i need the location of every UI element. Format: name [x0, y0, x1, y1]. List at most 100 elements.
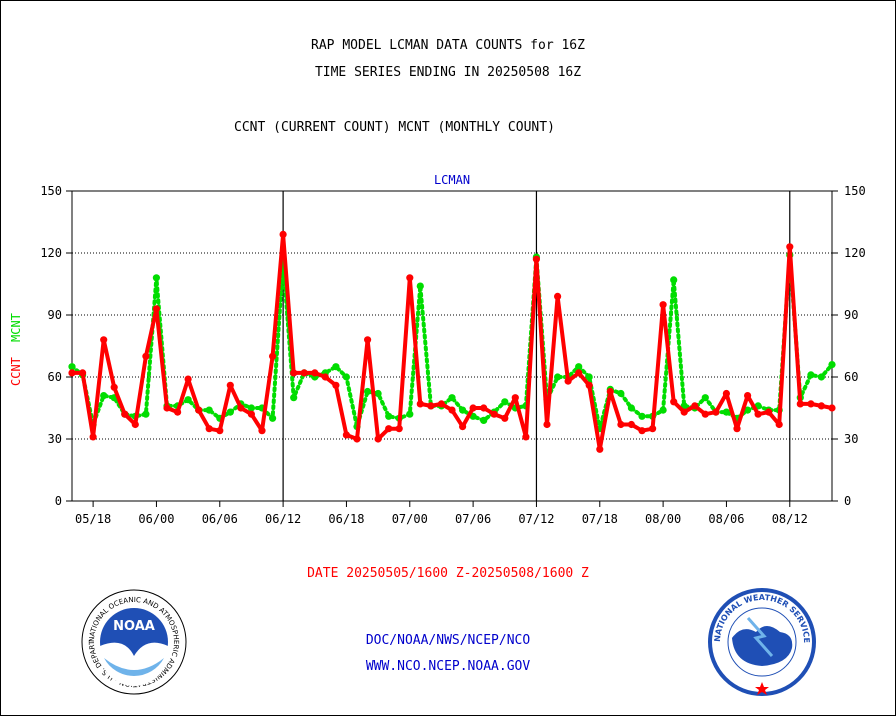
ccnt-point — [300, 369, 308, 377]
date-range-label: DATE 20250505/1600 Z-20250508/1600 Z — [307, 566, 589, 581]
ccnt-point — [522, 433, 530, 441]
ccnt-point — [744, 392, 752, 400]
mcnt-point — [269, 414, 277, 422]
y-tick-label-right: 150 — [844, 184, 866, 198]
x-tick-label: 06/12 — [265, 512, 301, 526]
ccnt-point — [691, 402, 699, 410]
mcnt-point — [100, 392, 108, 400]
mcnt-point — [722, 408, 731, 416]
chart-title-line2: TIME SERIES ENDING IN 20250508 16Z — [314, 65, 582, 80]
ccnt-point — [490, 410, 498, 418]
ccnt-point — [796, 400, 804, 408]
ccnt-point — [269, 352, 277, 360]
mcnt-point — [184, 396, 192, 404]
series-ccnt — [68, 230, 836, 453]
mcnt-point — [205, 406, 213, 414]
ccnt-point — [437, 400, 445, 408]
y-tick-label-left: 0 — [55, 494, 62, 508]
ccnt-point — [416, 400, 424, 408]
mcnt-point — [406, 410, 414, 418]
mcnt-point — [585, 373, 593, 381]
ccnt-point — [659, 301, 667, 309]
ccnt-point — [184, 375, 192, 383]
ccnt-point — [205, 425, 213, 433]
ccnt-point — [670, 398, 678, 406]
y-label-ccnt: CCNT — [9, 357, 23, 386]
ccnt-point — [79, 369, 87, 377]
y-tick-label-right: 120 — [844, 246, 866, 260]
ccnt-point — [395, 425, 403, 433]
ccnt-point — [754, 410, 762, 418]
mcnt-point — [501, 398, 509, 406]
ccnt-point — [311, 369, 319, 377]
ccnt-point — [332, 381, 340, 389]
mcnt-point — [385, 412, 393, 420]
ccnt-point — [89, 433, 97, 441]
ccnt-point — [564, 377, 572, 385]
ccnt-point — [480, 404, 488, 412]
nws-logo: NATIONAL WEATHER SERVICE — [708, 588, 816, 696]
ccnt-point — [807, 400, 815, 408]
chart-title-line1: RAP MODEL LCMAN DATA COUNTS for 16Z — [311, 38, 585, 53]
mcnt-point — [374, 389, 382, 398]
ccnt-point — [279, 230, 287, 238]
mcnt-point — [448, 394, 456, 402]
y-tick-label-left: 90 — [48, 308, 62, 322]
noaa-logo-text: NOAA — [113, 619, 155, 634]
ccnt-point — [828, 404, 836, 412]
y-axis-right: 0 30 60 90 120 150 — [832, 184, 866, 508]
mcnt-point — [416, 282, 424, 290]
x-tick-label: 07/00 — [392, 512, 428, 526]
ccnt-point — [733, 425, 741, 433]
ccnt-point — [290, 369, 298, 377]
mcnt-point — [554, 373, 562, 381]
mcnt-point — [670, 276, 678, 284]
x-tick-label: 06/18 — [328, 512, 364, 526]
x-axis: 05/18 06/00 06/06 06/12 06/18 07/00 07/06 07/12… — [75, 501, 808, 526]
plot-area — [71, 190, 833, 502]
ccnt-point — [100, 336, 108, 344]
ccnt-point — [174, 408, 182, 416]
mcnt-point — [744, 406, 752, 414]
mcnt-point — [152, 274, 160, 282]
ccnt-point — [585, 381, 593, 389]
ccnt-point — [617, 420, 625, 429]
y-tick-label-left: 60 — [48, 370, 62, 384]
ccnt-point — [131, 420, 139, 429]
mcnt-point — [828, 361, 836, 369]
mcnt-point — [659, 406, 667, 414]
gridlines — [72, 252, 832, 440]
ccnt-point — [353, 435, 361, 443]
ccnt-point — [121, 410, 129, 418]
ccnt-point — [712, 408, 720, 416]
ccnt-point — [258, 427, 266, 435]
x-tick-label: 08/00 — [645, 512, 681, 526]
mcnt-point — [575, 363, 583, 371]
ccnt-point — [364, 336, 372, 344]
ccnt-point — [195, 406, 203, 414]
ccnt-point — [775, 420, 783, 429]
ccnt-point — [627, 420, 636, 429]
y-axis-left: 0 30 60 90 120 150 — [40, 184, 72, 508]
ccnt-point — [722, 389, 731, 398]
y-tick-label-right: 30 — [844, 432, 858, 446]
mcnt-point — [807, 371, 815, 379]
y-tick-label-left: 150 — [40, 184, 62, 198]
ccnt-point — [247, 410, 255, 418]
mcnt-point — [364, 387, 372, 396]
x-tick-label: 07/18 — [582, 512, 618, 526]
ccnt-point — [342, 431, 350, 439]
ccnt-line — [72, 232, 833, 452]
ccnt-point — [786, 243, 794, 251]
noaa-logo: NATIONAL OCEANIC AND ATMOSPHERIC ADMINIS… — [81, 589, 187, 695]
y-tick-label-left: 30 — [48, 432, 62, 446]
mcnt-point — [817, 373, 826, 381]
mcnt-point — [290, 394, 298, 402]
chart-subtitle: CCNT (CURRENT COUNT) MCNT (MONTHLY COUNT… — [234, 120, 555, 135]
ccnt-point — [406, 274, 414, 282]
ccnt-point — [511, 394, 519, 402]
x-tick-label: 07/06 — [455, 512, 491, 526]
x-tick-label: 08/12 — [772, 512, 808, 526]
ccnt-point — [374, 435, 382, 443]
